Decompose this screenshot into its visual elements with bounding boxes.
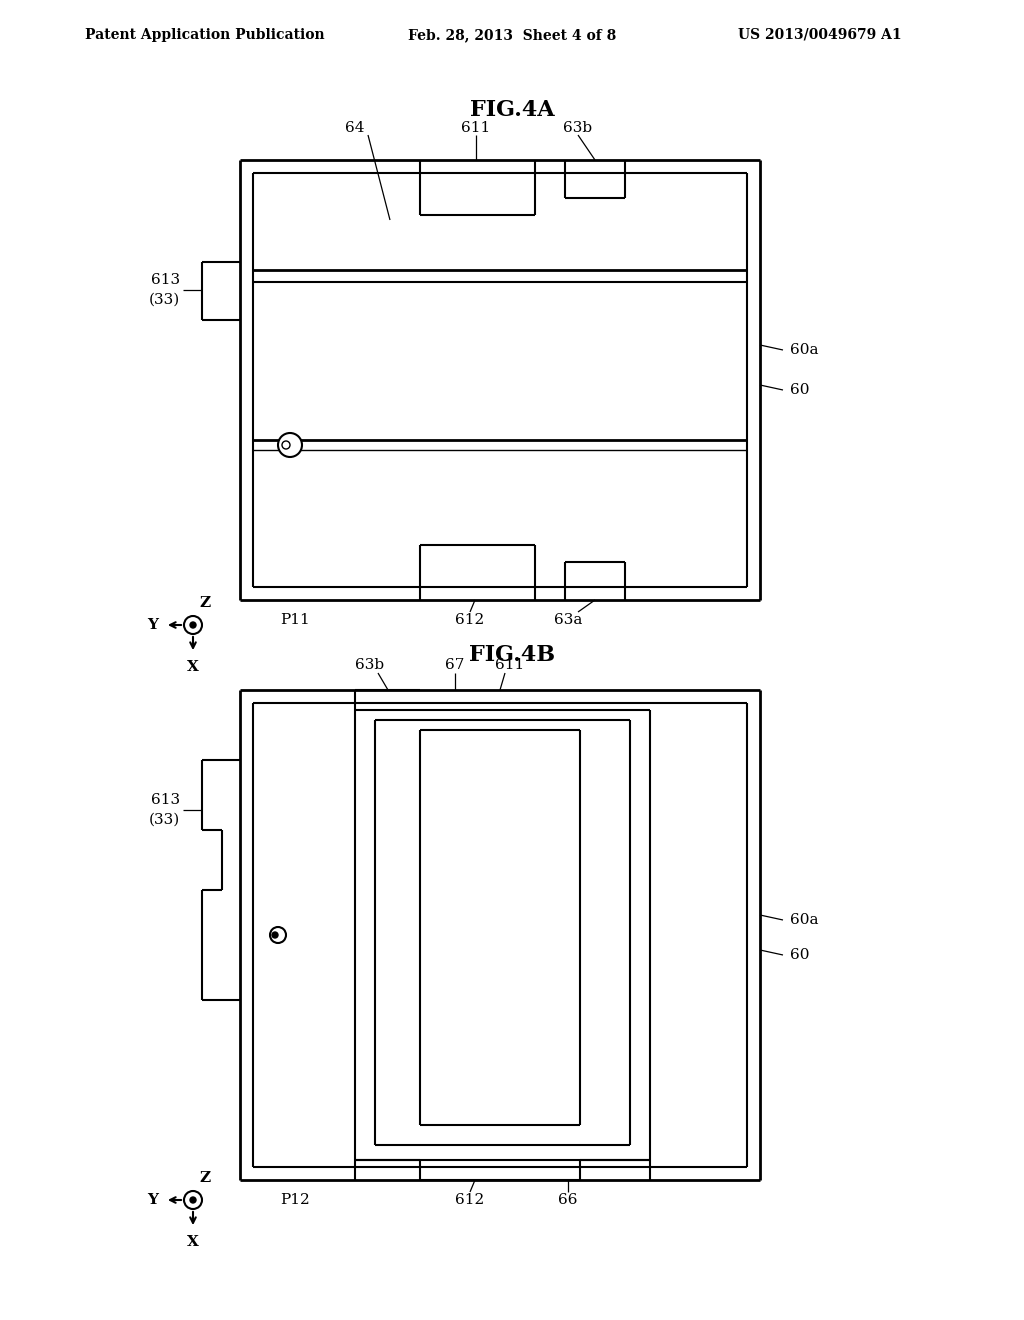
- Text: 66: 66: [558, 1193, 578, 1206]
- Text: 611: 611: [462, 121, 490, 135]
- Text: Y: Y: [147, 1193, 159, 1206]
- Text: 60: 60: [790, 948, 810, 962]
- Text: Feb. 28, 2013  Sheet 4 of 8: Feb. 28, 2013 Sheet 4 of 8: [408, 28, 616, 42]
- Circle shape: [184, 1191, 202, 1209]
- Text: 613: 613: [151, 273, 180, 286]
- Text: 67: 67: [445, 657, 465, 672]
- Text: 60a: 60a: [790, 913, 818, 927]
- Text: P11: P11: [281, 612, 310, 627]
- Text: Y: Y: [147, 618, 159, 632]
- Text: 63b: 63b: [355, 657, 385, 672]
- Text: 612: 612: [456, 1193, 484, 1206]
- Text: X: X: [187, 660, 199, 675]
- Circle shape: [282, 441, 290, 449]
- Circle shape: [190, 622, 196, 628]
- Circle shape: [278, 433, 302, 457]
- Text: 63b: 63b: [563, 121, 593, 135]
- Text: 613: 613: [151, 793, 180, 807]
- Circle shape: [190, 1197, 196, 1203]
- Text: (33): (33): [148, 293, 180, 308]
- Text: 611: 611: [496, 657, 524, 672]
- Text: FIG.4B: FIG.4B: [469, 644, 555, 667]
- Text: Patent Application Publication: Patent Application Publication: [85, 28, 325, 42]
- Text: FIG.4A: FIG.4A: [470, 99, 554, 121]
- Text: 60: 60: [790, 383, 810, 397]
- Text: 63a: 63a: [554, 612, 583, 627]
- Text: US 2013/0049679 A1: US 2013/0049679 A1: [738, 28, 902, 42]
- Text: P12: P12: [281, 1193, 310, 1206]
- Text: 64: 64: [345, 121, 365, 135]
- Text: Z: Z: [200, 597, 211, 610]
- Circle shape: [184, 616, 202, 634]
- Text: (33): (33): [148, 813, 180, 828]
- Circle shape: [272, 932, 278, 939]
- Text: 612: 612: [456, 612, 484, 627]
- Circle shape: [270, 927, 286, 942]
- Text: Z: Z: [200, 1171, 211, 1185]
- Text: 60a: 60a: [790, 343, 818, 356]
- Text: X: X: [187, 1236, 199, 1249]
